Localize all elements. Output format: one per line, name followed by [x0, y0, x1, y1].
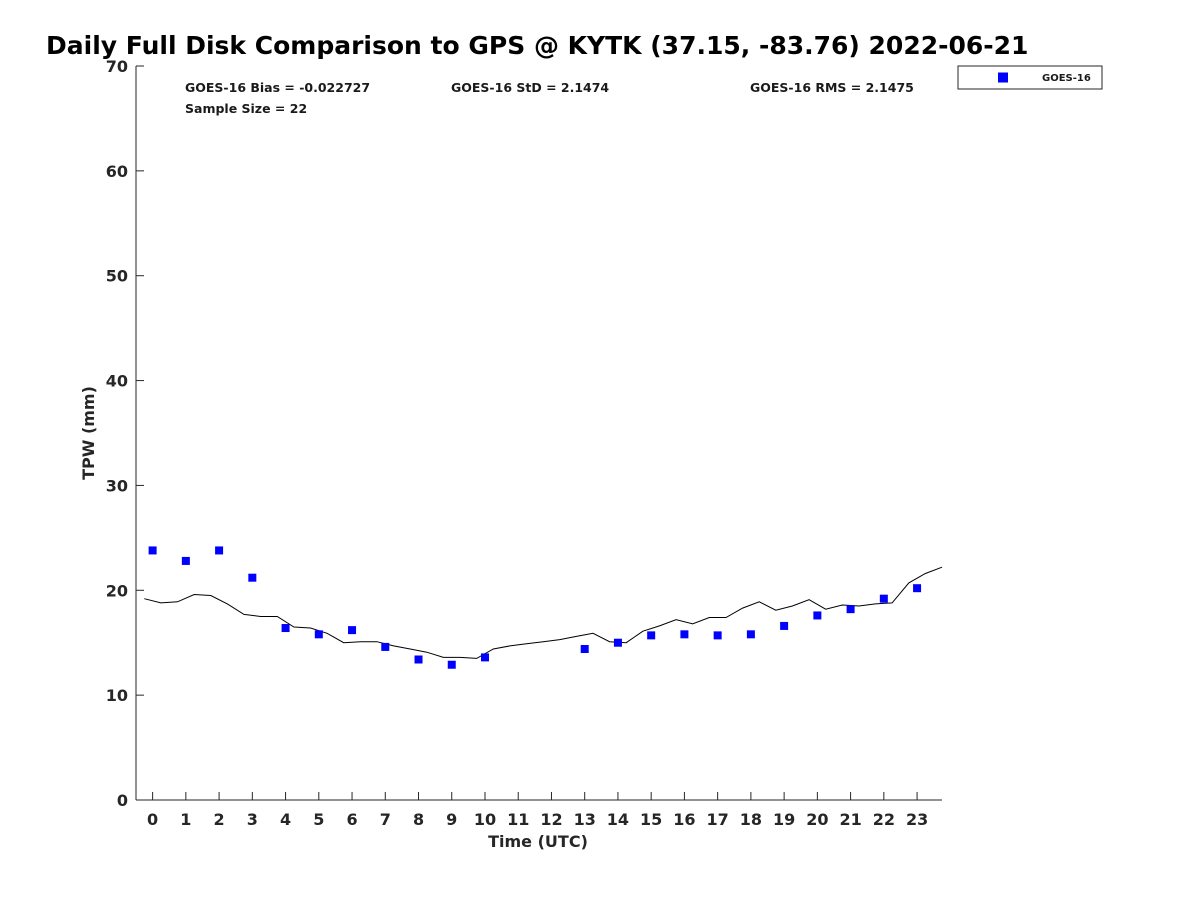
- y-tick-label: 50: [106, 267, 128, 286]
- x-tick-label: 21: [839, 810, 861, 829]
- x-tick-label: 10: [474, 810, 496, 829]
- y-tick-label: 0: [117, 791, 128, 810]
- x-tick-label: 6: [346, 810, 357, 829]
- goes-16-point: [913, 584, 922, 593]
- x-tick-label: 15: [640, 810, 662, 829]
- goes-16-point: [281, 624, 290, 633]
- goes-16-point: [215, 546, 224, 555]
- goes-16-point: [314, 630, 323, 639]
- goes-16-point: [647, 631, 656, 640]
- x-tick-label: 5: [313, 810, 324, 829]
- x-tick-label: 9: [446, 810, 457, 829]
- goes-16-point: [381, 642, 390, 651]
- goes-16-point: [580, 645, 589, 654]
- x-tick-label: 16: [673, 810, 695, 829]
- x-tick-label: 18: [740, 810, 762, 829]
- goes-16-point: [480, 653, 489, 662]
- y-tick-label: 30: [106, 476, 128, 495]
- goes-16-point: [447, 660, 456, 669]
- x-tick-label: 19: [773, 810, 795, 829]
- goes-16-point: [148, 546, 157, 555]
- stat-bias: GOES-16 Bias = -0.022727: [185, 80, 370, 95]
- goes-16-point: [713, 631, 722, 640]
- x-tick-label: 14: [607, 810, 629, 829]
- legend-label-goes-16: GOES-16: [1042, 73, 1091, 84]
- legend: GOES-16: [957, 65, 1103, 90]
- x-tick-label: 0: [147, 810, 158, 829]
- x-tick-label: 12: [540, 810, 562, 829]
- y-tick-label: 40: [106, 372, 128, 391]
- chart-title: Daily Full Disk Comparison to GPS @ KYTK…: [46, 31, 1028, 60]
- goes-16-point: [879, 594, 888, 603]
- goes-16-point: [414, 655, 423, 664]
- x-tick-label: 17: [707, 810, 729, 829]
- stat-rms: GOES-16 RMS = 2.1475: [750, 80, 914, 95]
- x-tick-label: 22: [873, 810, 895, 829]
- x-tick-label: 3: [247, 810, 258, 829]
- goes-16-point: [248, 573, 257, 582]
- goes-16-point: [181, 556, 190, 565]
- legend-box: [957, 65, 1103, 90]
- y-tick-label: 10: [106, 686, 128, 705]
- series-layer: [144, 546, 943, 669]
- x-tick-label: 4: [280, 810, 291, 829]
- y-tick-label: 60: [106, 162, 128, 181]
- plot-frame: [136, 66, 942, 800]
- stat-std: GOES-16 StD = 2.1474: [451, 80, 609, 95]
- y-tick-label: 70: [106, 57, 128, 76]
- x-tick-label: 7: [380, 810, 391, 829]
- goes-16-point: [746, 630, 755, 639]
- x-axis-label: Time (UTC): [488, 832, 588, 851]
- x-tick-label: 11: [507, 810, 529, 829]
- goes-16-point: [613, 638, 622, 647]
- x-tick-label: 1: [180, 810, 191, 829]
- y-axis-label: TPW (mm): [79, 386, 98, 480]
- y-tick-label: 20: [106, 581, 128, 600]
- x-tick-label: 8: [413, 810, 424, 829]
- goes-16-point: [780, 621, 789, 630]
- x-tick-label: 2: [214, 810, 225, 829]
- x-tick-label: 13: [574, 810, 596, 829]
- x-tick-label: 23: [906, 810, 928, 829]
- gps-line: [144, 566, 943, 659]
- x-tick-label: 20: [806, 810, 828, 829]
- stat-sample-size: Sample Size = 22: [185, 101, 307, 116]
- goes-16-point: [348, 626, 357, 635]
- goes-16-point: [846, 605, 855, 614]
- goes-16-point: [813, 611, 822, 620]
- goes-16-point: [680, 630, 689, 639]
- legend-marker-goes-16: [998, 72, 1008, 83]
